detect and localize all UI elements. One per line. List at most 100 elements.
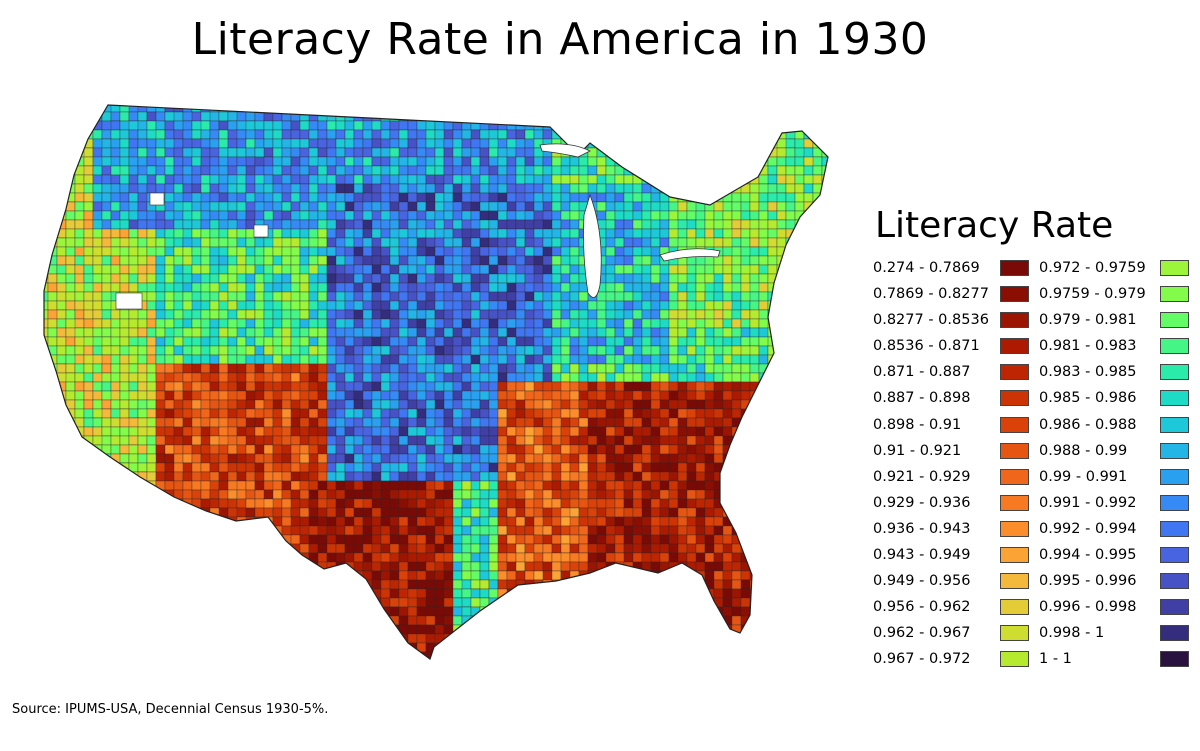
county-cell — [65, 534, 76, 545]
county-cell — [524, 282, 535, 293]
county-cell — [137, 264, 148, 275]
county-cell — [44, 444, 49, 455]
county-cell — [560, 129, 571, 140]
county-cell — [119, 525, 130, 536]
county-cell — [30, 112, 39, 121]
county-cell — [444, 85, 453, 94]
county-cell — [713, 399, 724, 410]
county-cell — [659, 453, 670, 464]
county-cell — [191, 543, 202, 554]
county-cell — [272, 138, 283, 149]
county-cell — [389, 552, 400, 563]
county-cell — [632, 480, 643, 491]
county-cell — [443, 534, 454, 545]
county-cell — [623, 354, 634, 365]
county-cell — [776, 273, 787, 284]
county-cell — [308, 327, 319, 338]
county-cell — [614, 399, 625, 410]
county-cell — [119, 381, 130, 392]
county-cell — [254, 543, 274, 554]
county-cell — [299, 183, 310, 194]
county-cell — [83, 210, 94, 221]
county-cell — [407, 471, 418, 482]
county-cell — [524, 105, 535, 113]
county-cell — [497, 534, 508, 545]
county-cell — [615, 85, 624, 94]
county-cell — [605, 408, 616, 419]
county-cell — [803, 435, 814, 446]
county-cell — [776, 453, 787, 464]
county-cell — [425, 552, 436, 563]
county-cell — [569, 273, 580, 284]
county-cell — [677, 291, 688, 302]
county-cell — [326, 399, 337, 410]
county-cell — [488, 345, 499, 356]
county-cell — [497, 417, 508, 428]
county-cell — [119, 408, 130, 419]
county-cell — [542, 552, 553, 563]
county-cell — [56, 471, 67, 482]
county-cell — [263, 273, 274, 284]
county-cell — [803, 507, 814, 518]
county-cell — [155, 147, 166, 158]
county-cell — [578, 507, 589, 518]
county-cell — [353, 291, 364, 302]
county-cell — [74, 309, 85, 320]
county-cell — [614, 105, 625, 113]
county-cell — [425, 228, 436, 239]
county-cell — [353, 507, 364, 518]
county-cell — [155, 525, 166, 536]
county-cell — [110, 318, 121, 329]
county-cell — [560, 372, 571, 383]
county-cell — [695, 363, 706, 374]
county-cell — [776, 444, 787, 455]
county-cell — [758, 309, 769, 320]
county-cell — [245, 174, 256, 185]
county-cell — [101, 552, 112, 563]
county-cell — [569, 381, 580, 392]
county-cell — [209, 462, 220, 473]
county-cell — [56, 192, 67, 203]
county-cell — [623, 264, 634, 275]
county-cell — [686, 183, 697, 194]
county-cell — [290, 525, 301, 536]
county-cell — [174, 85, 183, 94]
county-cell — [858, 229, 860, 238]
county-cell — [371, 219, 382, 230]
county-cell — [308, 381, 319, 392]
county-cell — [740, 138, 751, 149]
county-cell — [596, 192, 607, 203]
county-cell — [497, 105, 508, 113]
county-cell — [695, 525, 706, 536]
county-cell — [344, 525, 355, 536]
county-cell — [155, 246, 166, 257]
county-cell — [443, 105, 454, 113]
county-cell — [452, 300, 463, 311]
county-cell — [209, 120, 220, 131]
county-cell — [452, 309, 463, 320]
county-cell — [290, 498, 301, 509]
county-cell — [767, 408, 787, 419]
county-cell — [803, 444, 823, 455]
county-cell — [173, 408, 184, 419]
county-cell — [858, 445, 860, 454]
county-cell — [840, 256, 849, 265]
county-cell — [425, 381, 436, 392]
county-cell — [750, 85, 759, 94]
county-cell — [227, 453, 238, 464]
county-cell — [65, 105, 76, 113]
county-cell — [506, 525, 517, 536]
county-cell — [623, 174, 634, 185]
county-cell — [155, 228, 166, 239]
county-cell — [803, 480, 814, 491]
county-cell — [641, 363, 652, 374]
county-cell — [605, 129, 616, 140]
county-cell — [389, 327, 400, 338]
county-cell — [254, 111, 265, 122]
county-cell — [165, 94, 174, 103]
county-cell — [840, 472, 849, 481]
county-cell — [443, 156, 454, 167]
county-cell — [434, 534, 445, 545]
county-cell — [506, 480, 517, 491]
county-cell — [101, 480, 112, 491]
